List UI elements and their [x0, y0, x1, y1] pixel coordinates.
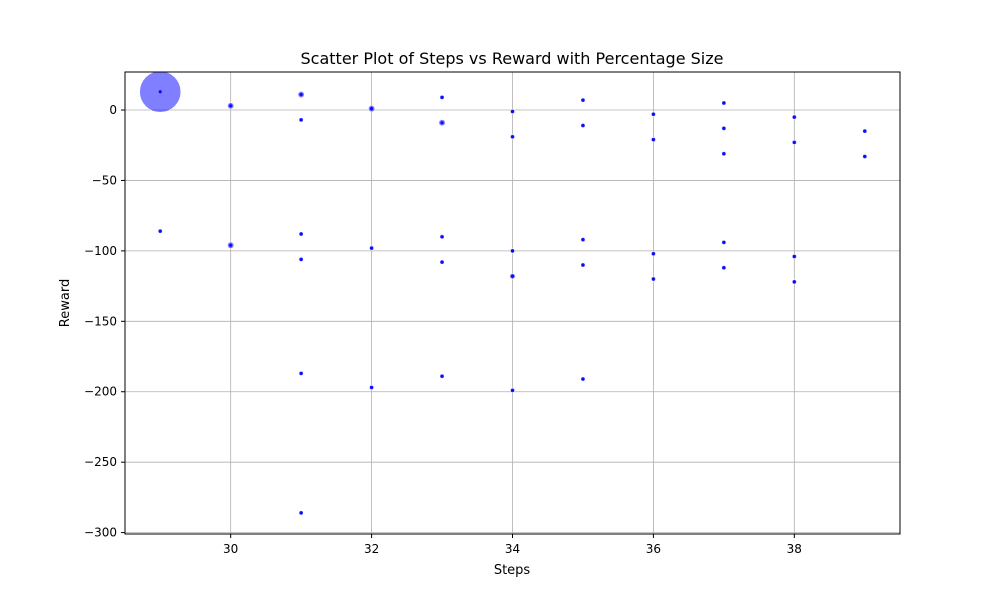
x-tick-label: 34: [505, 542, 520, 556]
y-tick-label: −200: [84, 385, 117, 399]
scatter-point-core: [792, 280, 796, 284]
scatter-point-core: [369, 246, 374, 250]
scatter-point-core: [510, 388, 515, 392]
x-axis-label: Steps: [494, 563, 531, 578]
y-tick-label: −300: [84, 526, 117, 540]
y-tick-label: −100: [84, 244, 117, 258]
scatter-point-core: [581, 123, 585, 128]
scatter-point-core: [581, 263, 585, 267]
scatter-point-core: [722, 126, 726, 130]
scatter-point-core: [440, 374, 444, 378]
scatter-point-core: [440, 95, 444, 99]
scatter-point-core: [440, 260, 444, 264]
y-tick-label: −250: [84, 455, 117, 469]
axis-ticks: 30 32 34 36 38 0 −50 −100 −150 −200 −250 −300: [84, 103, 802, 556]
scatter-point-core: [299, 371, 303, 376]
scatter-point-core: [229, 243, 233, 247]
scatter-point-core: [369, 107, 374, 111]
scatter-point-core: [581, 98, 585, 102]
scatter-point-core: [229, 104, 233, 108]
scatter-point-core: [299, 511, 303, 515]
y-axis-label: Reward: [58, 279, 73, 327]
scatter-point-core: [792, 115, 796, 119]
x-tick-label: 36: [646, 542, 661, 556]
x-tick-label: 32: [364, 542, 379, 556]
scatter-point-core: [440, 121, 444, 125]
scatter-point-core: [651, 112, 656, 116]
y-tick-label: −150: [84, 314, 117, 328]
scatter-point-core: [792, 140, 796, 145]
y-tick-label: 0: [109, 103, 117, 117]
scatter-point-core: [158, 229, 162, 233]
scatter-point-core: [581, 238, 585, 242]
scatter-point-core: [651, 277, 656, 281]
scatter-point-core: [299, 257, 303, 261]
scatter-point-core: [299, 232, 303, 236]
scatter-point-core: [440, 235, 444, 239]
scatter-point-core: [510, 274, 515, 278]
scatter-point-core: [651, 138, 656, 142]
scatter-point-core: [299, 92, 303, 97]
scatter-point-core: [158, 90, 162, 94]
scatter-point-core: [722, 240, 726, 245]
scatter-point-core: [722, 152, 726, 156]
scatter-point-core: [722, 101, 726, 105]
x-tick-label: 38: [787, 542, 802, 556]
scatter-point-core: [863, 129, 867, 133]
scatter-point-core: [299, 118, 303, 122]
scatter-point-core: [863, 154, 867, 159]
scatter-point-core: [792, 254, 796, 259]
y-tick-label: −50: [92, 173, 117, 187]
grid-lines: [125, 72, 900, 534]
scatter-point-core: [651, 252, 656, 256]
scatter-points: [139, 70, 868, 516]
scatter-point-core: [369, 385, 374, 390]
scatter-point-core: [510, 249, 515, 253]
chart-title: Scatter Plot of Steps vs Reward with Per…: [301, 49, 724, 68]
scatter-point-core: [510, 109, 515, 114]
scatter-point-core: [722, 266, 726, 270]
scatter-point-core: [581, 377, 585, 381]
scatter-point-core: [510, 135, 515, 139]
x-tick-label: 30: [223, 542, 238, 556]
